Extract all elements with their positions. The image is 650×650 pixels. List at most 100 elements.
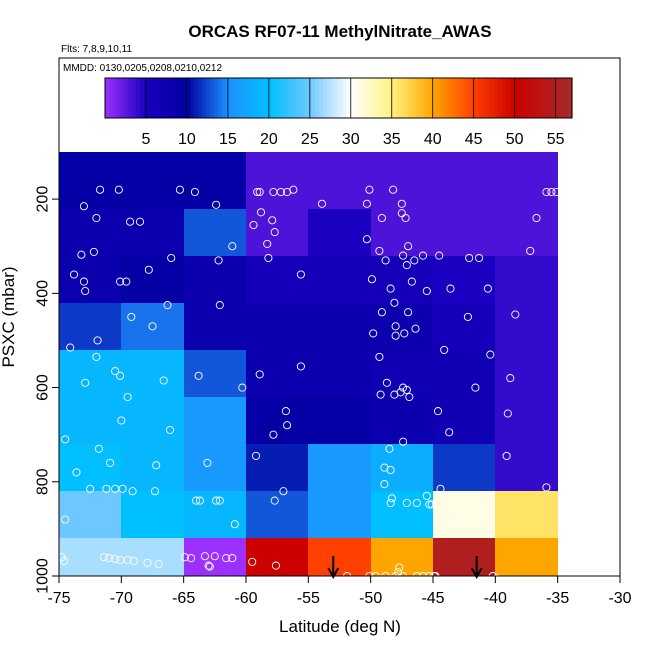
colorbar-border bbox=[104, 77, 573, 119]
sample-point bbox=[399, 437, 408, 446]
sample-point bbox=[471, 383, 480, 392]
sample-point bbox=[122, 277, 131, 286]
heatmap-cell bbox=[371, 444, 433, 491]
heatmap-cell bbox=[308, 209, 371, 256]
sample-point bbox=[143, 558, 152, 567]
sample-point bbox=[144, 265, 153, 274]
colorbar-swatch bbox=[564, 78, 569, 118]
x-axis: -75 -70 -65 -60 -55 -50 -45 -40 -35 -30 bbox=[47, 576, 632, 607]
colorbar-swatch bbox=[124, 78, 129, 118]
y-tick-label: 800 bbox=[35, 468, 52, 495]
x-tick-label: -45 bbox=[421, 590, 444, 607]
dates-subtitle: MMDD: 0130,0205,0208,0210,0212 bbox=[63, 63, 222, 74]
sample-point bbox=[422, 491, 431, 500]
colorbar-swatch bbox=[186, 78, 192, 118]
heatmap-cell bbox=[184, 397, 246, 444]
sample-point bbox=[148, 322, 157, 331]
colorbar-swatch bbox=[431, 78, 437, 118]
heatmap-cell bbox=[59, 491, 121, 538]
colorbar-swatch bbox=[389, 78, 394, 118]
heatmap-cell bbox=[495, 491, 558, 538]
heatmap-cell bbox=[433, 538, 495, 576]
sample-point bbox=[386, 284, 395, 293]
colorbar-swatch bbox=[237, 78, 242, 118]
colorbar-swatch bbox=[568, 78, 573, 118]
colorbar-swatch bbox=[167, 78, 172, 118]
median-markers bbox=[327, 556, 483, 580]
colorbar-swatch bbox=[466, 78, 472, 118]
colorbar-swatch bbox=[295, 78, 301, 118]
x-tick-label: -40 bbox=[484, 590, 507, 607]
sample-point bbox=[387, 494, 396, 503]
colorbar: 5 10 15 20 25 30 35 40 45 50 55 bbox=[104, 77, 573, 148]
colorbar-swatch bbox=[291, 78, 297, 118]
sample-point bbox=[212, 200, 221, 209]
colorbar-swatch bbox=[381, 78, 386, 118]
sample-point bbox=[114, 185, 123, 194]
sample-point bbox=[389, 185, 398, 194]
heatmap-cell bbox=[308, 397, 371, 444]
heatmap-cell bbox=[184, 538, 246, 576]
colorbar-swatch bbox=[256, 78, 262, 118]
colorbar-swatch bbox=[202, 78, 207, 118]
sample-point bbox=[547, 187, 556, 197]
colorbar-swatch bbox=[315, 78, 320, 118]
sample-point bbox=[399, 251, 408, 260]
sample-point bbox=[386, 498, 395, 508]
sample-point bbox=[402, 385, 411, 394]
sample-point bbox=[445, 428, 454, 437]
colorbar-tick-label: 35 bbox=[383, 131, 401, 148]
colorbar-tick-label: 25 bbox=[301, 131, 319, 148]
colorbar-swatch bbox=[120, 78, 126, 118]
sample-point bbox=[270, 496, 279, 505]
colorbar-swatch bbox=[128, 78, 133, 118]
colorbar-swatch bbox=[175, 78, 180, 118]
sample-point bbox=[135, 217, 145, 226]
colorbar-swatch bbox=[303, 78, 308, 118]
colorbar-swatch bbox=[447, 78, 452, 118]
chart-title: ORCAS RF07-11 MethylNitrate_AWAS bbox=[188, 22, 491, 41]
colorbar-swatch bbox=[245, 78, 250, 118]
sample-point bbox=[362, 199, 371, 208]
colorbar-swatch bbox=[369, 78, 375, 118]
heatmap-cell bbox=[246, 350, 308, 397]
sample-point bbox=[279, 487, 288, 496]
x-tick-label: -50 bbox=[359, 590, 382, 607]
colorbar-swatch bbox=[338, 78, 343, 118]
heatmap-cell bbox=[433, 444, 495, 491]
sample-point bbox=[228, 554, 237, 563]
colorbar-swatch bbox=[498, 78, 503, 118]
sample-point bbox=[61, 435, 70, 444]
colorbar-swatch bbox=[252, 78, 258, 118]
colorbar-swatch bbox=[517, 78, 523, 118]
y-tick-label: 200 bbox=[35, 186, 52, 213]
sample-point bbox=[238, 383, 247, 392]
heatmap-cell bbox=[59, 152, 121, 209]
sample-point bbox=[263, 239, 272, 248]
heatmap-cell bbox=[495, 256, 558, 303]
sample-point bbox=[440, 345, 449, 354]
sample-point bbox=[283, 421, 292, 430]
heatmap-cell bbox=[308, 538, 371, 576]
colorbar-swatch bbox=[505, 78, 511, 118]
heatmap-cell bbox=[184, 303, 246, 350]
colorbar-swatch bbox=[365, 78, 371, 118]
colorbar-swatch bbox=[334, 78, 340, 118]
colorbar-swatch bbox=[159, 78, 164, 118]
colorbar-swatch bbox=[229, 78, 235, 118]
colorbar-swatch bbox=[190, 78, 196, 118]
colorbar-swatch bbox=[268, 78, 273, 118]
colorbar-swatch bbox=[420, 78, 425, 118]
colorbar-swatch bbox=[501, 78, 507, 118]
sample-point bbox=[377, 213, 386, 223]
sample-point bbox=[256, 208, 266, 217]
colorbar-swatch bbox=[217, 78, 223, 118]
sample-point bbox=[410, 256, 419, 265]
sample-point bbox=[195, 496, 204, 505]
colorbar-tick-label: 55 bbox=[547, 131, 565, 148]
sample-point bbox=[317, 199, 327, 208]
colorbar-swatch bbox=[260, 78, 266, 118]
sample-point bbox=[369, 329, 378, 338]
sample-point bbox=[475, 253, 484, 263]
heatmap-cell bbox=[121, 538, 184, 576]
